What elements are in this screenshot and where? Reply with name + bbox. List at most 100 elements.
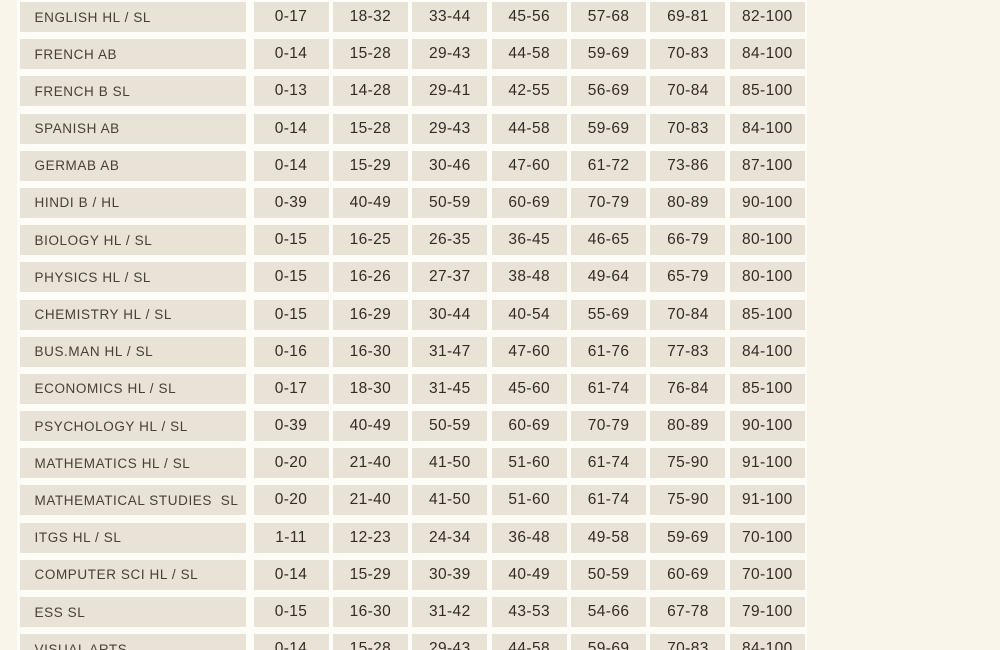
- subject-cell: VISUAL ARTS: [19, 634, 246, 650]
- score-band-cell: 0-39: [253, 411, 329, 442]
- score-band-cell: 70-79: [571, 187, 647, 218]
- score-band-cell: 31-42: [412, 597, 488, 627]
- table-row: PHYSICS HL / SL 0-15 16-26 27-37 38-48 49-64 6…: [19, 262, 808, 293]
- score-band-cell: 30-44: [412, 299, 488, 330]
- score-band-cell: 16-30: [332, 336, 408, 367]
- score-band-cell: 50-59: [412, 411, 488, 442]
- score-band-cell: 69-81: [650, 2, 726, 32]
- subject-cell: MATHEMATICAL STUDIES SL: [19, 485, 246, 516]
- subject-cell: MATHEMATICS HL / SL: [19, 448, 246, 479]
- score-band-cell: 0-17: [253, 373, 329, 404]
- score-band-cell: 44-58: [491, 113, 567, 144]
- score-band-cell: 70-100: [729, 522, 805, 553]
- subject-cell: FRENCH AB: [19, 39, 246, 70]
- score-band-cell: 15-28: [332, 634, 408, 650]
- score-band-cell: 80-89: [650, 187, 726, 218]
- score-band-cell: 60-69: [650, 559, 726, 590]
- table-row: BIOLOGY HL / SL 0-15 16-25 26-35 36-45 46-65 6…: [19, 225, 808, 256]
- score-band-cell: 0-15: [253, 225, 329, 256]
- score-band-cell: 21-40: [332, 448, 408, 479]
- score-band-cell: 56-69: [571, 76, 647, 107]
- score-band-cell: 0-13: [253, 76, 329, 107]
- score-band-cell: 36-45: [491, 225, 567, 256]
- score-band-cell: 46-65: [571, 225, 647, 256]
- score-band-cell: 70-83: [650, 113, 726, 144]
- subject-cell: FRENCH B SL: [19, 76, 246, 107]
- table-row: FRENCH AB 0-14 15-28 29-43 44-58 59-69 70-83 84…: [19, 39, 808, 70]
- score-band-cell: 91-100: [729, 448, 805, 479]
- score-band-cell: 60-69: [491, 187, 567, 218]
- score-band-cell: 45-56: [491, 2, 567, 32]
- score-band-cell: 0-14: [253, 39, 329, 70]
- score-band-cell: 91-100: [729, 485, 805, 516]
- score-band-cell: 84-100: [729, 634, 805, 650]
- score-band-cell: 59-69: [571, 113, 647, 144]
- score-band-cell: 79-100: [729, 597, 805, 627]
- score-band-cell: 90-100: [729, 411, 805, 442]
- subject-cell: ITGS HL / SL: [19, 522, 246, 553]
- score-band-cell: 40-49: [491, 559, 567, 590]
- score-band-cell: 87-100: [729, 150, 805, 181]
- score-band-cell: 49-64: [571, 262, 647, 293]
- table-row: CHEMISTRY HL / SL 0-15 16-29 30-44 40-54 55-6…: [19, 299, 808, 330]
- score-band-cell: 59-69: [650, 522, 726, 553]
- score-band-cell: 30-46: [412, 150, 488, 181]
- table-row: COMPUTER SCI HL / SL 0-14 15-29 30-39 40-49 5…: [19, 559, 808, 590]
- score-band-cell: 1-11: [253, 522, 329, 553]
- score-band-cell: 41-50: [412, 448, 488, 479]
- score-band-cell: 61-74: [571, 448, 647, 479]
- score-band-cell: 0-15: [253, 299, 329, 330]
- score-band-cell: 0-15: [253, 597, 329, 627]
- score-band-cell: 43-53: [491, 597, 567, 627]
- score-band-cell: 61-76: [571, 336, 647, 367]
- score-band-cell: 29-43: [412, 113, 488, 144]
- subject-cell: HINDI B / HL: [19, 187, 246, 218]
- score-band-cell: 70-79: [571, 411, 647, 442]
- score-band-cell: 15-29: [332, 559, 408, 590]
- subject-cell: BUS.MAN HL / SL: [19, 336, 246, 367]
- score-band-cell: 29-41: [412, 76, 488, 107]
- score-band-cell: 51-60: [491, 448, 567, 479]
- score-band-cell: 29-43: [412, 634, 488, 650]
- score-band-cell: 16-29: [332, 299, 408, 330]
- score-band-cell: 12-23: [332, 522, 408, 553]
- score-band-cell: 31-47: [412, 336, 488, 367]
- subject-cell: CHEMISTRY HL / SL: [19, 299, 246, 330]
- score-band-cell: 76-84: [650, 373, 726, 404]
- score-band-cell: 84-100: [729, 39, 805, 70]
- table-row: SPANISH AB 0-14 15-28 29-43 44-58 59-69 70-83 8…: [19, 113, 808, 144]
- score-band-cell: 40-54: [491, 299, 567, 330]
- score-band-cell: 65-79: [650, 262, 726, 293]
- score-band-cell: 18-30: [332, 373, 408, 404]
- score-band-cell: 50-59: [412, 187, 488, 218]
- score-band-cell: 24-34: [412, 522, 488, 553]
- subject-cell: ECONOMICS HL / SL: [19, 373, 246, 404]
- score-band-cell: 14-28: [332, 76, 408, 107]
- score-band-cell: 16-25: [332, 225, 408, 256]
- score-band-cell: 49-58: [571, 522, 647, 553]
- score-band-cell: 33-44: [412, 2, 488, 32]
- table-row: ESS SL 0-15 16-30 31-42 43-53 54-66 67-78 79-10…: [19, 597, 808, 627]
- score-band-cell: 85-100: [729, 76, 805, 107]
- score-band-cell: 80-100: [729, 225, 805, 256]
- score-band-cell: 15-29: [332, 150, 408, 181]
- score-band-cell: 15-28: [332, 39, 408, 70]
- score-band-cell: 61-74: [571, 485, 647, 516]
- score-band-cell: 70-83: [650, 634, 726, 650]
- score-band-cell: 59-69: [571, 39, 647, 70]
- score-band-cell: 0-20: [253, 485, 329, 516]
- score-band-cell: 66-79: [650, 225, 726, 256]
- score-band-cell: 0-14: [253, 113, 329, 144]
- score-band-cell: 16-30: [332, 597, 408, 627]
- score-band-cell: 0-17: [253, 2, 329, 32]
- score-band-cell: 0-15: [253, 262, 329, 293]
- score-band-cell: 38-48: [491, 262, 567, 293]
- score-band-cell: 80-89: [650, 411, 726, 442]
- score-band-cell: 61-72: [571, 150, 647, 181]
- table-row: MATHEMATICAL STUDIES SL 0-20 21-40 41-50 51-…: [19, 485, 808, 516]
- score-band-cell: 61-74: [571, 373, 647, 404]
- score-band-cell: 41-50: [412, 485, 488, 516]
- score-band-cell: 50-59: [571, 559, 647, 590]
- score-band-cell: 31-45: [412, 373, 488, 404]
